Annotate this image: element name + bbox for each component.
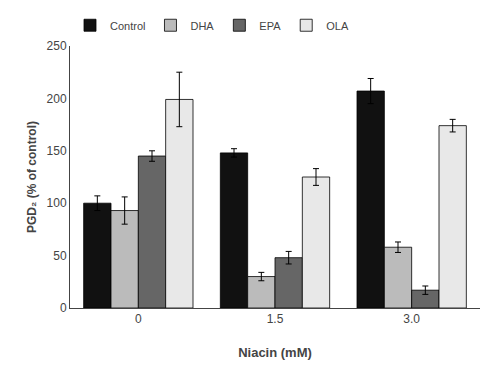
svg-text:200: 200 [47,92,67,106]
svg-text:Niacin (mM): Niacin (mM) [238,345,312,360]
svg-text:PGD₂ (% of control): PGD₂ (% of control) [25,121,39,233]
svg-text:OLA: OLA [326,20,349,32]
svg-text:1.5: 1.5 [267,312,284,326]
svg-text:100: 100 [47,196,67,210]
svg-text:0: 0 [60,301,67,315]
svg-text:0: 0 [135,312,142,326]
svg-text:Control: Control [110,20,145,32]
svg-text:150: 150 [47,144,67,158]
svg-text:50: 50 [53,249,67,263]
svg-text:EPA: EPA [259,20,281,32]
svg-text:DHA: DHA [190,20,214,32]
svg-text:3.0: 3.0 [403,312,420,326]
svg-text:250: 250 [47,39,67,53]
